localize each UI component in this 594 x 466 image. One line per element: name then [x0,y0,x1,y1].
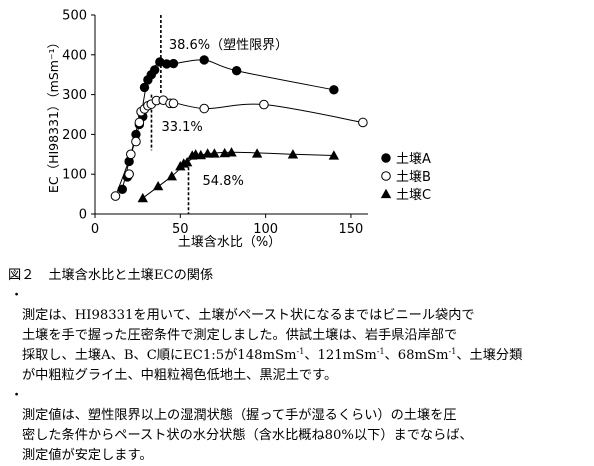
x-axis-label: 土壌含水比（%） [178,234,281,250]
data-point-series-1 [329,85,339,95]
figure-number: 図２ [8,268,35,283]
data-point-series-2 [259,99,269,110]
x-tick-label: 0 [91,222,99,237]
data-point-series-3 [202,148,213,158]
data-point-series-1 [117,184,128,195]
data-point-series-1 [199,55,209,65]
note-superscript: -1 [448,347,457,356]
reference-lines: 38.6%（塑性限界） 33.1% 54.8% [150,15,288,214]
note-superscript: -1 [376,347,385,356]
data-point-series-2 [168,98,179,109]
note-text: 、68mSm [384,348,449,363]
data-point-series-2 [358,117,368,128]
legend-marker [380,188,392,199]
x-tick-label: 100 [253,222,278,237]
data-point-series-3 [166,170,177,181]
figure-title: 土壌含水比と土壌ECの関係 [48,268,214,283]
y-tick-label: 300 [62,88,87,103]
note-text: 測定は、HI98331を用いて、土壌がペースト状になるまではビニール袋内で 土壌… [22,308,475,363]
y-tick-label: 500 [62,9,87,24]
reference-line-label: 54.8% [203,174,244,189]
data-point-series-2 [131,136,141,147]
figure-caption: 図２ 土壌含水比と土壌ECの関係 ・測定は、HI98331を用いて、土壌がペースト… [8,266,590,466]
data-point-series-3 [181,157,193,167]
legend-marker [381,153,391,163]
caption-title: 図２ 土壌含水比と土壌ECの関係 [8,266,590,286]
data-point-series-2 [124,169,134,179]
data-point-series-3 [251,148,263,158]
chart: 38.6%（塑性限界） 33.1% 54.8% 0 100 200 300 400 500 0 5… [46,9,431,251]
legend-label: 土壌A [396,152,431,167]
reference-line-label: 33.1% [161,120,202,135]
note-text: 測定値は、塑性限界以上の湿潤状態（握って手が湿るくらい）の土壌を圧 密した条件か… [22,408,473,463]
y-tick-label: 0 [79,208,87,223]
data-point-series-2 [134,117,145,128]
y-tick-label: 200 [62,128,87,143]
x-tick-label: 150 [339,222,364,237]
legend-label: 土壌B [396,170,431,185]
data-point-series-3 [328,150,340,160]
data-point-series-2 [199,103,209,114]
note-bullet: ・ [10,388,24,403]
x-tick-label: 50 [172,222,189,237]
note-text: 、121mSm [304,348,377,363]
data-point-series-3 [137,192,148,203]
caption-note-1: ・測定は、HI98331を用いて、土壌がペースト状になるまではビニール袋内で 土… [8,286,590,386]
data-point-series-3 [152,180,164,191]
axes: 0 100 200 300 400 500 0 50 100 150 土壌含水比（%） EC（HI98… [46,9,368,250]
data-point-series-1 [139,82,150,93]
data-point-series-3 [287,149,299,159]
y-tick-label: 400 [62,48,87,63]
trend-curve-1 [121,59,334,190]
note-bullet: ・ [10,288,24,303]
y-tick-label: 100 [62,168,87,183]
legend: 土壌A 土壌B 土壌C [380,152,431,203]
note-text: 、土壌分類 が中粗粒グライ土、中粗粒褐色低地土、黒泥土です。 [22,348,523,383]
data-point-series-1 [168,58,179,69]
caption-note-2: ・測定値は、塑性限界以上の湿潤状態（握って手が湿るくらい）の土壌を圧 密した条件… [8,386,590,466]
data-points [110,55,368,203]
data-point-series-3 [226,147,237,157]
data-point-series-1 [231,66,242,76]
legend-marker [381,171,391,181]
data-point-series-2 [110,191,121,201]
legend-label: 土壌C [396,188,431,203]
note-superscript: -1 [296,347,305,356]
reference-line-label: 38.6%（塑性限界） [169,38,288,53]
y-axis-label: EC（HI98331）（mSm⁻¹） [46,36,61,193]
data-point-series-2 [126,149,136,160]
data-point-series-1 [150,65,160,75]
data-point-series-3 [209,148,220,158]
